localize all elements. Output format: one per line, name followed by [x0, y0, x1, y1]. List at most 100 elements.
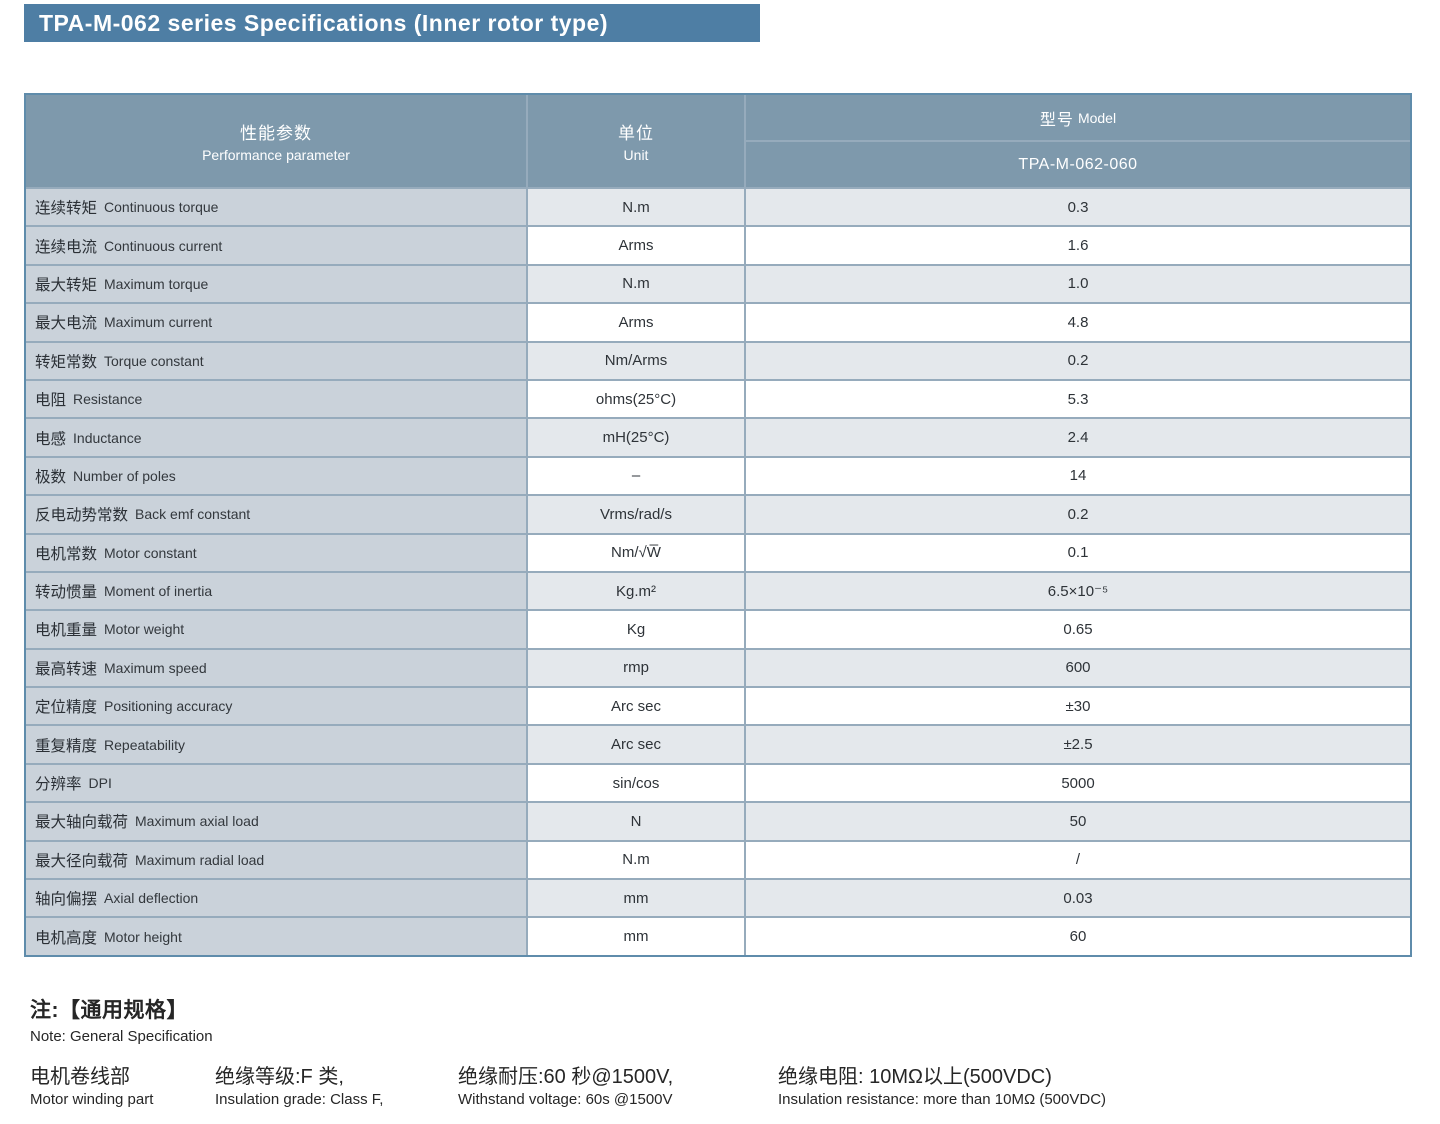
table-row-value-cell: ±30: [746, 688, 1410, 725]
table-row-unit-cell: Nm/√W̅: [528, 534, 744, 571]
note-item-en: Insulation resistance: more than 10MΩ (5…: [778, 1090, 1107, 1108]
parameter-label-en: Moment of inertia: [104, 583, 213, 600]
table-row-value-cell: 5000: [746, 764, 1410, 802]
table-row-unit-cell: sin/cos: [528, 764, 744, 802]
table-row-unit-cell: Arc sec: [528, 726, 744, 763]
table-row-parameter-cell: 最大轴向载荷 Maximum axial load: [26, 803, 526, 840]
table-row-value-cell: 60: [746, 918, 1410, 955]
parameter-label-zh: 转矩常数: [35, 353, 98, 371]
note-item-en: Motor winding part: [30, 1090, 154, 1108]
parameter-label-en: Torque constant: [104, 352, 204, 369]
header-model-en: Model: [1077, 109, 1117, 126]
parameter-label-zh: 转动惯量: [35, 584, 98, 602]
parameter-label-en: Maximum speed: [104, 659, 207, 676]
table-row-value-cell: 0.1: [746, 534, 1410, 571]
parameter-label-zh: 连续电流: [35, 238, 98, 256]
note-item-zh: 绝缘耐压:60 秒@1500V,: [458, 1065, 674, 1088]
header-unit: 单位 Unit: [528, 95, 744, 187]
table-row-parameter-cell: 重复精度 Repeatability: [26, 726, 526, 763]
parameter-label-en: Motor constant: [104, 544, 197, 561]
spec-table: 性能参数 Performance parameter 单位 Unit 型号 Mo…: [24, 93, 1412, 957]
table-row-value-cell: 0.03: [746, 880, 1410, 917]
parameter-label-zh: 最大轴向载荷: [35, 814, 129, 832]
parameter-label-en: Resistance: [73, 391, 143, 408]
parameter-label-zh: 最大径向载荷: [35, 852, 129, 870]
page: TPA-M-062 series Specifications (Inner r…: [0, 4, 1440, 1108]
parameter-label-zh: 电机常数: [35, 545, 98, 563]
notes-section: 注:【通用规格】 Note: General Specification 电机卷…: [30, 994, 1440, 1108]
parameter-label-zh: 电感: [35, 430, 67, 448]
table-row-value-cell: 6.5×10⁻⁵: [746, 572, 1410, 610]
parameter-label-zh: 最大转矩: [35, 276, 98, 294]
table-row-value-cell: 0.2: [746, 496, 1410, 533]
table-row-value-cell: 14: [746, 457, 1410, 495]
parameter-label-en: Maximum torque: [104, 275, 209, 292]
table-row-parameter-cell: 定位精度 Positioning accuracy: [26, 688, 526, 725]
table-row-unit-cell: –: [528, 457, 744, 495]
note-item-withstand-voltage: 绝缘耐压:60 秒@1500V, Withstand voltage: 60s …: [458, 1060, 778, 1108]
parameter-label-zh: 电机高度: [35, 929, 98, 947]
note-heading-zh: 注:【通用规格】: [30, 998, 188, 1022]
parameter-label-en: Continuous torque: [104, 199, 219, 216]
table-row-unit-cell: N.m: [528, 841, 744, 879]
parameter-label-zh: 电机重量: [35, 622, 98, 640]
table-row-value-cell: 0.3: [746, 189, 1410, 226]
table-row-parameter-cell: 转矩常数 Torque constant: [26, 342, 526, 379]
parameter-label-en: DPI: [88, 775, 112, 792]
parameter-label-zh: 反电动势常数: [35, 507, 129, 525]
table-row-value-cell: 0.2: [746, 342, 1410, 379]
table-row-unit-cell: Kg: [528, 611, 744, 648]
table-row-unit-cell: Kg.m²: [528, 572, 744, 610]
table-row-unit-cell: Arms: [528, 304, 744, 341]
table-row-value-cell: 600: [746, 649, 1410, 687]
table-row-parameter-cell: 电感 Inductance: [26, 419, 526, 456]
parameter-label-en: Motor height: [104, 928, 182, 945]
note-item-en: Insulation grade: Class F,: [215, 1090, 384, 1108]
table-row-value-cell: 50: [746, 803, 1410, 840]
parameter-label-en: Positioning accuracy: [104, 698, 233, 715]
parameter-label-zh: 定位精度: [35, 699, 98, 717]
note-items: 电机卷线部 Motor winding part 绝缘等级:F 类, Insul…: [30, 1060, 1440, 1108]
header-model-number: TPA-M-062-060: [746, 142, 1410, 187]
table-row-unit-cell: N.m: [528, 265, 744, 303]
table-row-parameter-cell: 最大电流 Maximum current: [26, 304, 526, 341]
table-row-unit-cell: rmp: [528, 649, 744, 687]
table-row-unit-cell: Arms: [528, 227, 744, 264]
parameter-label-en: Back emf constant: [135, 506, 251, 523]
parameter-label-en: Maximum radial load: [135, 851, 265, 868]
note-item-motor-winding: 电机卷线部 Motor winding part: [30, 1060, 215, 1108]
table-row-parameter-cell: 最大径向载荷 Maximum radial load: [26, 841, 526, 879]
parameter-label-en: Motor weight: [104, 621, 185, 638]
header-unit-zh: 单位: [618, 124, 654, 143]
table-row-parameter-cell: 电机重量 Motor weight: [26, 611, 526, 648]
parameter-label-en: Maximum axial load: [135, 813, 259, 830]
parameter-label-en: Axial deflection: [104, 890, 199, 907]
parameter-label-zh: 轴向偏摆: [35, 891, 98, 909]
table-row-unit-cell: mm: [528, 880, 744, 917]
parameter-label-en: Continuous current: [104, 237, 223, 254]
table-row-unit-cell: Nm/Arms: [528, 342, 744, 379]
header-performance-parameter-zh: 性能参数: [240, 124, 312, 143]
table-row-value-cell: 4.8: [746, 304, 1410, 341]
page-title-text: TPA-M-062 series Specifications (Inner r…: [39, 10, 609, 36]
parameter-label-zh: 极数: [35, 468, 67, 486]
parameter-label-en: Repeatability: [104, 736, 185, 753]
table-row-parameter-cell: 最大转矩 Maximum torque: [26, 265, 526, 303]
page-title: TPA-M-062 series Specifications (Inner r…: [24, 4, 760, 42]
table-row-parameter-cell: 电机高度 Motor height: [26, 918, 526, 955]
table-row-unit-cell: ohms(25°C): [528, 380, 744, 418]
table-row-parameter-cell: 反电动势常数 Back emf constant: [26, 496, 526, 533]
parameter-label-zh: 最大电流: [35, 315, 98, 333]
note-item-insulation-resistance: 绝缘电阻: 10MΩ以上(500VDC) Insulation resistan…: [778, 1060, 1106, 1108]
parameter-label-zh: 分辨率: [35, 776, 82, 794]
table-row-unit-cell: mH(25°C): [528, 419, 744, 456]
note-item-en: Withstand voltage: 60s @1500V: [458, 1090, 673, 1108]
parameter-label-zh: 连续转矩: [35, 200, 98, 218]
table-row-value-cell: /: [746, 841, 1410, 879]
table-row-parameter-cell: 最高转速 Maximum speed: [26, 649, 526, 687]
note-item-zh: 绝缘电阻: 10MΩ以上(500VDC): [778, 1065, 1052, 1088]
header-unit-en: Unit: [623, 147, 649, 163]
table-row-unit-cell: N.m: [528, 189, 744, 226]
table-row-parameter-cell: 轴向偏摆 Axial deflection: [26, 880, 526, 917]
note-heading-en: Note: General Specification: [30, 1027, 213, 1045]
